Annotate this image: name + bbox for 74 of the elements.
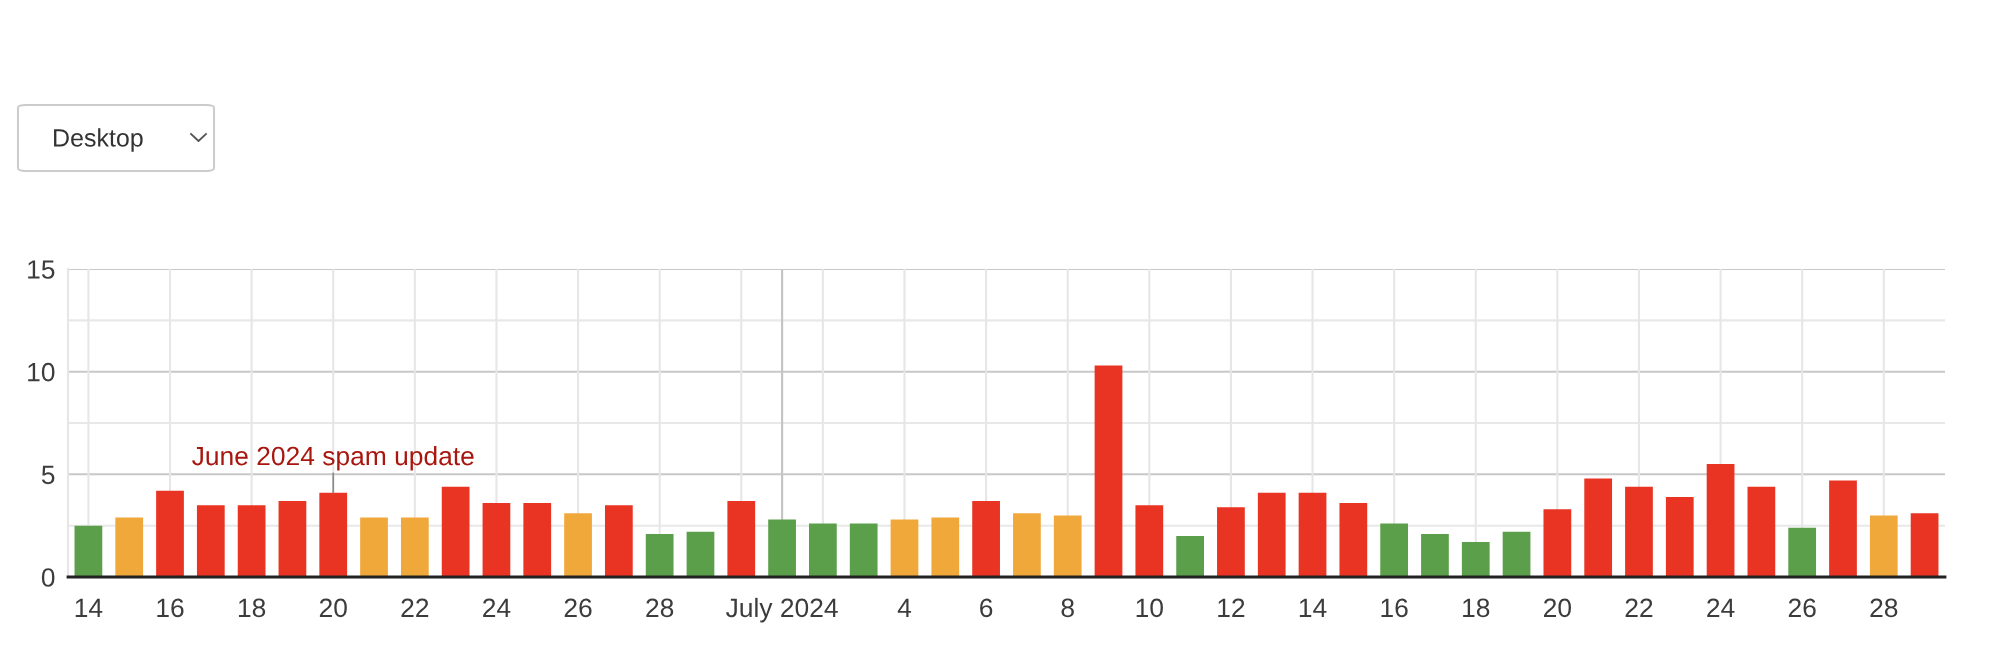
x-tick-label: 20	[1544, 598, 1571, 618]
bar	[1502, 531, 1531, 577]
bar	[849, 523, 878, 577]
bar	[1094, 365, 1123, 577]
bar	[1053, 515, 1082, 577]
x-tick-label: 10	[1136, 598, 1163, 618]
y-tick-label: 15	[28, 260, 55, 279]
bar	[1339, 503, 1368, 577]
x-tick-label: 28	[1870, 598, 1898, 618]
text: Desktop	[54, 128, 143, 152]
bar	[809, 523, 837, 577]
bar	[482, 503, 511, 577]
bar	[890, 519, 919, 577]
x-tick-label: 14	[75, 598, 103, 617]
x-tick-label: 26	[564, 598, 592, 618]
bar	[972, 501, 1000, 577]
bar	[1788, 527, 1817, 577]
bar	[1257, 492, 1286, 577]
x-tick-label: 28	[646, 598, 674, 618]
bar	[237, 505, 266, 577]
x-tick-label: 4	[897, 598, 912, 617]
bar	[564, 513, 592, 577]
bar	[441, 486, 470, 577]
x-tick-label: 20	[319, 598, 347, 618]
bar	[1665, 496, 1694, 577]
x-tick-label: 24	[483, 598, 511, 617]
bar	[196, 505, 225, 577]
bar	[1380, 523, 1409, 577]
x-tick-label: 26	[1788, 598, 1816, 618]
bar	[1461, 542, 1490, 577]
x-tick-label: 12	[1218, 598, 1245, 617]
bar	[1910, 513, 1939, 577]
bar	[115, 517, 144, 577]
bar	[1176, 535, 1204, 577]
bar	[1584, 478, 1613, 577]
bar	[1625, 486, 1653, 577]
y-tick-label: 5	[41, 465, 55, 485]
x-tick-label: 22	[401, 598, 429, 617]
bar	[319, 492, 348, 577]
bar	[1869, 515, 1898, 577]
bar	[400, 517, 429, 577]
bar	[686, 531, 715, 577]
bar	[645, 533, 674, 577]
bar	[727, 501, 756, 577]
x-tick-label: 14	[1299, 598, 1327, 617]
x-tick-label: 16	[1381, 598, 1408, 618]
y-tick-label: 10	[28, 362, 55, 382]
annotation: June 2024 spam update	[192, 445, 474, 471]
bar	[1706, 464, 1735, 577]
bar	[523, 503, 552, 577]
bar	[278, 501, 307, 577]
x-tick-label: 24	[1707, 598, 1735, 617]
bar	[1135, 505, 1164, 577]
bar	[604, 505, 633, 577]
bar	[1421, 533, 1449, 577]
bar	[768, 519, 796, 577]
x-tick-label: July 2024	[726, 597, 838, 623]
bar	[1543, 509, 1572, 577]
x-tick-label: 16	[157, 598, 184, 618]
bar	[360, 517, 388, 577]
bar	[1217, 507, 1245, 577]
x-tick-label: 18	[238, 598, 266, 618]
bar	[1298, 492, 1327, 577]
bar	[1013, 513, 1041, 577]
bar	[1747, 486, 1776, 577]
bar	[74, 525, 103, 577]
bar	[156, 490, 184, 577]
bar	[1829, 480, 1857, 577]
x-tick-label: 18	[1463, 598, 1490, 618]
y-tick-label: 0	[41, 568, 55, 587]
bar	[931, 517, 960, 577]
x-tick-label: 22	[1625, 598, 1653, 617]
x-tick-label: 6	[980, 598, 993, 618]
x-tick-label: 8	[1061, 598, 1074, 618]
